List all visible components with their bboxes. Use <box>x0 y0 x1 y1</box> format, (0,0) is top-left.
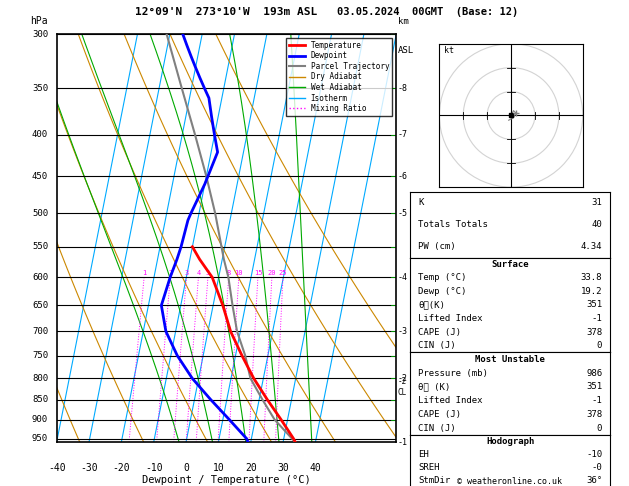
Text: 600: 600 <box>32 273 48 282</box>
Text: 400: 400 <box>32 130 48 139</box>
Text: 33.8: 33.8 <box>581 274 602 282</box>
Text: km: km <box>398 17 409 26</box>
Text: 31: 31 <box>591 198 602 208</box>
Text: 750: 750 <box>32 351 48 360</box>
Text: Hodograph: Hodograph <box>486 437 534 446</box>
Text: 300: 300 <box>32 30 48 38</box>
Text: -3: -3 <box>398 327 408 336</box>
Text: -1: -1 <box>591 314 602 323</box>
Text: 351: 351 <box>586 300 602 310</box>
Text: -6: -6 <box>398 172 408 181</box>
Text: 03.05.2024  00GMT  (Base: 12): 03.05.2024 00GMT (Base: 12) <box>337 7 518 17</box>
Text: -4: -4 <box>398 273 408 282</box>
Text: K: K <box>418 198 423 208</box>
Text: 378: 378 <box>586 328 602 336</box>
Text: 3: 3 <box>184 270 189 276</box>
Text: CAPE (J): CAPE (J) <box>418 328 461 336</box>
Text: StmDir: StmDir <box>418 476 450 486</box>
Text: 0: 0 <box>183 463 189 473</box>
Text: ASL: ASL <box>398 46 414 55</box>
Text: Mixing Ratio (g/kg): Mixing Ratio (g/kg) <box>426 191 435 286</box>
Text: θᴄ (K): θᴄ (K) <box>418 382 450 391</box>
Text: -10: -10 <box>145 463 162 473</box>
Text: 36°: 36° <box>586 476 602 486</box>
Text: -1: -1 <box>398 438 408 447</box>
Text: 30: 30 <box>277 463 289 473</box>
Text: -8: -8 <box>398 84 408 93</box>
Text: 5: 5 <box>206 270 210 276</box>
Text: Lifted Index: Lifted Index <box>418 314 482 323</box>
Text: 950: 950 <box>32 434 48 443</box>
Text: 900: 900 <box>32 415 48 424</box>
Text: -0: -0 <box>591 463 602 472</box>
Text: -1: -1 <box>591 396 602 405</box>
Text: 850: 850 <box>32 395 48 404</box>
Text: Surface: Surface <box>491 260 529 269</box>
Text: -2
CL: -2 CL <box>398 377 407 397</box>
Text: 4.34: 4.34 <box>581 242 602 251</box>
Text: kt: kt <box>444 46 454 55</box>
Text: CAPE (J): CAPE (J) <box>418 410 461 419</box>
Text: 0: 0 <box>597 424 602 433</box>
Text: Totals Totals: Totals Totals <box>418 220 488 229</box>
Text: 25: 25 <box>279 270 287 276</box>
Text: -10: -10 <box>586 450 602 459</box>
Text: -20: -20 <box>113 463 130 473</box>
Text: 4: 4 <box>196 270 201 276</box>
Text: 800: 800 <box>32 374 48 383</box>
Text: 1: 1 <box>142 270 147 276</box>
Text: 2: 2 <box>169 270 172 276</box>
Text: -40: -40 <box>48 463 65 473</box>
Text: 19.2: 19.2 <box>581 287 602 296</box>
Text: 0: 0 <box>597 341 602 350</box>
Text: 10: 10 <box>235 270 243 276</box>
Text: CIN (J): CIN (J) <box>418 424 456 433</box>
Text: 10: 10 <box>213 463 224 473</box>
Text: 40: 40 <box>591 220 602 229</box>
Text: Dewp (°C): Dewp (°C) <box>418 287 467 296</box>
Text: -30: -30 <box>80 463 97 473</box>
Text: 550: 550 <box>32 242 48 251</box>
Text: 8: 8 <box>226 270 231 276</box>
Text: 20: 20 <box>268 270 276 276</box>
Text: SREH: SREH <box>418 463 440 472</box>
Legend: Temperature, Dewpoint, Parcel Trajectory, Dry Adiabat, Wet Adiabat, Isotherm, Mi: Temperature, Dewpoint, Parcel Trajectory… <box>286 38 392 116</box>
Text: 15: 15 <box>253 270 262 276</box>
Text: -7: -7 <box>398 130 408 139</box>
Text: Pressure (mb): Pressure (mb) <box>418 368 488 378</box>
Text: 20: 20 <box>245 463 257 473</box>
Text: CIN (J): CIN (J) <box>418 341 456 350</box>
Text: hPa: hPa <box>30 16 48 26</box>
Text: 40: 40 <box>309 463 321 473</box>
Text: 700: 700 <box>32 327 48 336</box>
Text: PW (cm): PW (cm) <box>418 242 456 251</box>
Text: Most Unstable: Most Unstable <box>475 355 545 364</box>
Text: θᴄ(K): θᴄ(K) <box>418 300 445 310</box>
Text: 350: 350 <box>32 84 48 93</box>
Text: 500: 500 <box>32 209 48 218</box>
Text: Temp (°C): Temp (°C) <box>418 274 467 282</box>
Text: -5: -5 <box>398 209 408 218</box>
Text: 378: 378 <box>586 410 602 419</box>
Text: -2: -2 <box>398 374 408 383</box>
Text: EH: EH <box>418 450 429 459</box>
Text: 650: 650 <box>32 301 48 310</box>
Text: 450: 450 <box>32 172 48 181</box>
Text: 986: 986 <box>586 368 602 378</box>
Text: Lifted Index: Lifted Index <box>418 396 482 405</box>
Text: Dewpoint / Temperature (°C): Dewpoint / Temperature (°C) <box>142 475 311 485</box>
Text: 351: 351 <box>586 382 602 391</box>
Text: © weatheronline.co.uk: © weatheronline.co.uk <box>457 477 562 486</box>
Text: 12°09'N  273°10'W  193m ASL: 12°09'N 273°10'W 193m ASL <box>135 7 318 17</box>
